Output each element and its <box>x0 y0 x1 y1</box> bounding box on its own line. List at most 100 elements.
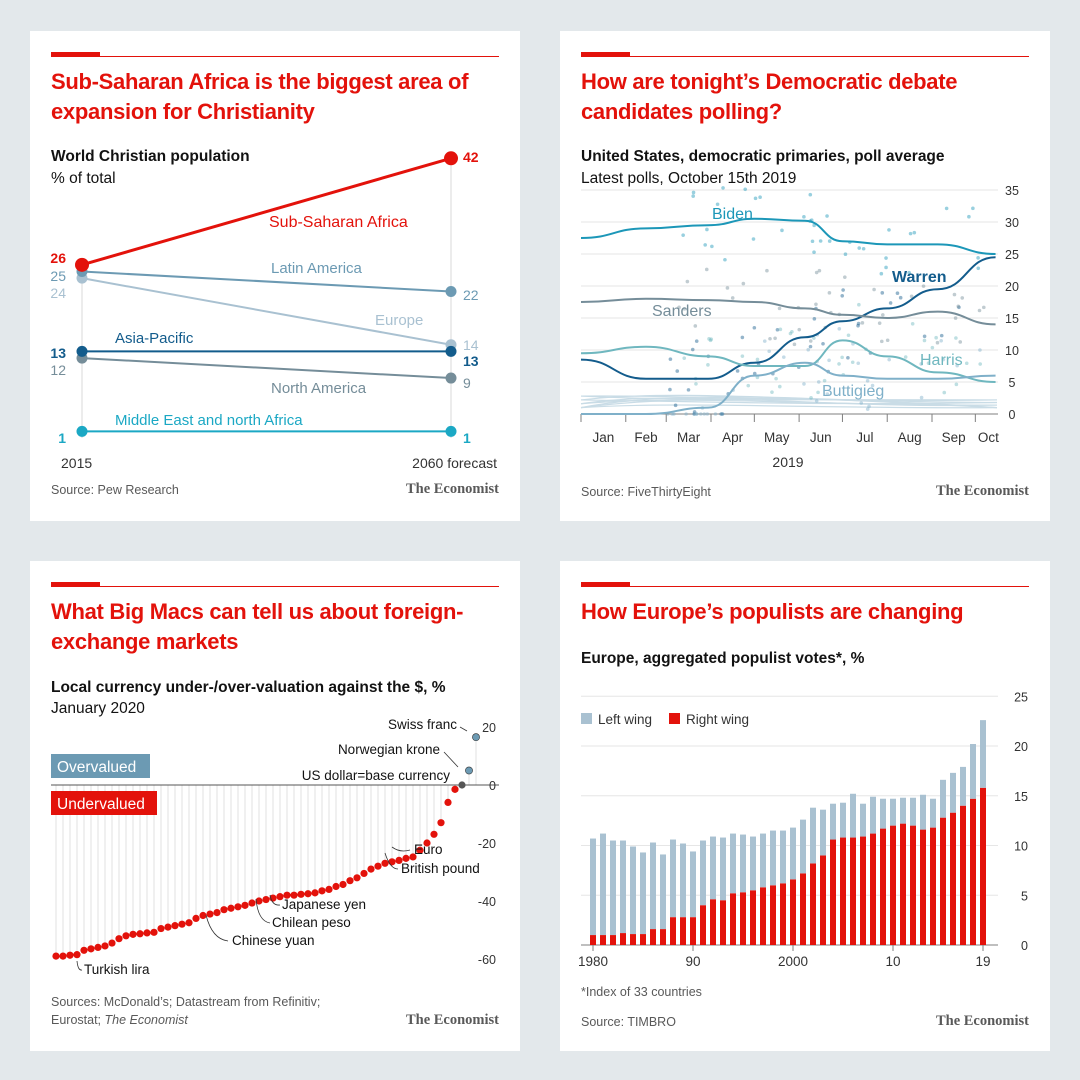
poll-dot <box>978 362 983 366</box>
data-point <box>276 893 284 901</box>
y-tick-label: 5 <box>1009 376 1016 390</box>
poll-dot <box>926 361 931 365</box>
data-point <box>52 952 60 960</box>
poll-dot <box>770 390 774 394</box>
poll-dot <box>705 227 709 232</box>
economist-logo: The Economist <box>405 481 499 497</box>
poll-dot <box>942 390 947 395</box>
poll-dot <box>777 306 782 311</box>
poll-dot <box>922 334 927 339</box>
bar-left-wing <box>920 794 926 830</box>
series-line-sub-saharan-africa <box>81 156 452 267</box>
x-tick-label: Jun <box>810 430 832 445</box>
poll-dot <box>939 338 943 343</box>
slope-chart: 2015 2060 forecast 24 14 Europe 12 9 North Amer… <box>50 149 497 471</box>
poll-dot <box>723 257 727 262</box>
data-point <box>458 781 466 789</box>
data-point <box>199 911 207 920</box>
annotation-norwegian-krone: Norwegian krone <box>338 742 440 757</box>
overvalued-legend-label: Overvalued <box>57 759 136 776</box>
poll-dot <box>767 349 771 354</box>
data-point <box>395 856 403 864</box>
annotation-turkish-lira: Turkish lira <box>84 962 150 977</box>
data-point <box>178 920 186 928</box>
bar-right-wing <box>680 917 686 945</box>
poll-dot <box>710 244 714 249</box>
panel-accent-bar <box>51 52 499 57</box>
chart-panel-christianity: Sub-Saharan Africa is the biggest area o… <box>30 31 520 521</box>
data-point <box>444 798 452 806</box>
data-point <box>374 862 382 870</box>
leader-line <box>459 726 468 732</box>
data-point <box>213 909 221 917</box>
series-label-middle-east-and-north-africa: Middle East and north Africa <box>115 412 303 429</box>
poll-dot <box>812 336 816 340</box>
series-line-warren <box>580 256 996 380</box>
data-point <box>255 897 263 905</box>
poll-dot <box>753 196 758 201</box>
chart-source: Source: TIMBRO <box>581 1015 676 1029</box>
minor-candidate-line <box>580 396 998 409</box>
series-line-latin-america <box>81 270 452 293</box>
x-tick-label: 90 <box>685 954 700 969</box>
data-point <box>325 885 333 893</box>
data-point <box>171 922 179 930</box>
poll-dot <box>934 335 938 340</box>
chart-unit: % of total <box>51 170 116 187</box>
bar-left-wing <box>590 838 596 936</box>
poll-dot <box>686 388 691 392</box>
poll-dot <box>909 294 914 299</box>
y-tick-label: 5 <box>1021 889 1028 903</box>
data-point <box>66 951 74 959</box>
bar-left-wing <box>620 840 626 934</box>
bar-right-wing <box>930 827 936 945</box>
poll-dot <box>778 327 783 332</box>
poll-dot <box>698 412 703 416</box>
data-label-2015: 26 <box>50 250 66 266</box>
undervalued-legend-box <box>51 791 157 815</box>
chart-source: Source: FiveThirtyEight <box>581 485 711 499</box>
data-point <box>297 890 305 898</box>
poll-dot <box>675 369 680 373</box>
data-point <box>150 928 158 936</box>
poll-dot <box>693 324 698 328</box>
poll-dot <box>808 339 813 343</box>
poll-dot <box>692 410 697 414</box>
poll-dot <box>780 228 784 233</box>
annotation-chinese-yuan: Chinese yuan <box>232 933 315 948</box>
legend-label-right-wing: Right wing <box>686 712 749 727</box>
y-tick-label: 20 <box>482 721 496 735</box>
bar-right-wing <box>620 933 626 945</box>
data-point <box>192 914 200 922</box>
bar-right-wing <box>750 890 756 945</box>
series-line-sanders <box>580 297 996 326</box>
bar-left-wing <box>970 744 976 799</box>
poll-dot <box>939 333 944 338</box>
bar-right-wing <box>660 929 666 945</box>
bar-left-wing <box>940 779 946 818</box>
data-point <box>101 942 109 950</box>
data-point <box>332 882 340 891</box>
bar-left-wing <box>690 851 696 918</box>
bar-left-wing <box>790 827 796 880</box>
poll-dot <box>976 256 980 260</box>
data-label-2015: 25 <box>50 268 66 284</box>
data-point <box>108 939 116 947</box>
bar-left-wing <box>820 809 826 856</box>
bar-right-wing <box>840 837 846 945</box>
poll-dot <box>694 412 699 416</box>
data-label-2060: 42 <box>463 149 479 165</box>
data-point <box>59 952 67 960</box>
chart-subtitle: Europe, aggregated populist votes*, % <box>581 650 865 667</box>
poll-dot <box>762 339 767 343</box>
data-point <box>115 935 123 943</box>
data-label-2015: 13 <box>50 345 66 361</box>
poll-dot <box>954 336 958 340</box>
bar-right-wing <box>720 900 726 945</box>
data-point <box>318 887 326 895</box>
data-label-2015: 1 <box>58 430 66 446</box>
poll-dot <box>881 313 885 317</box>
data-point-latin-america-2060 <box>445 285 457 297</box>
bar-left-wing <box>650 842 656 930</box>
data-point <box>94 943 102 951</box>
